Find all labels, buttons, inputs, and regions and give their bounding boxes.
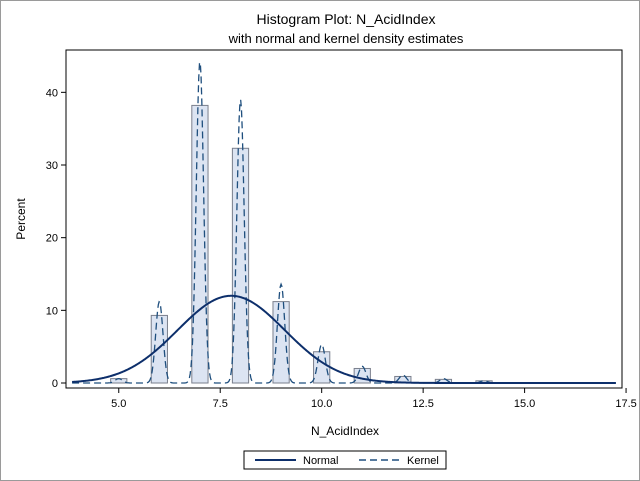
histogram-bar-5 xyxy=(313,351,331,384)
y-tick-label-2: 20 xyxy=(46,233,58,245)
axes-group: 5.0 7.5 10.0 12.5 15.0 17.5 0 10 20 30 40 xyxy=(46,87,637,410)
normal-density-line xyxy=(72,294,616,384)
y-tick-label-3: 30 xyxy=(46,160,58,172)
chart-title: Histogram Plot: N_AcidIndex xyxy=(257,11,436,27)
histogram-bar-3 xyxy=(231,147,250,384)
x-tick-label-4: 15.0 xyxy=(514,398,535,410)
histogram-bar-6 xyxy=(353,367,371,384)
histogram-bar-1 xyxy=(150,314,168,384)
y-tick-label-4: 40 xyxy=(46,87,58,99)
x-axis-label: N_AcidIndex xyxy=(311,424,379,438)
chart-subtitle: with normal and kernel density estimates xyxy=(228,31,464,46)
y-axis-label: Percent xyxy=(14,198,28,240)
x-tick-label-5: 17.5 xyxy=(615,398,636,410)
legend-box xyxy=(243,450,447,470)
x-tick-label-0: 5.0 xyxy=(111,398,126,410)
plot-area xyxy=(65,49,623,389)
legend-normal-label: Normal xyxy=(303,455,338,467)
x-tick-label-1: 7.5 xyxy=(213,398,228,410)
histogram-bar-4 xyxy=(272,301,290,384)
histogram-bar-2 xyxy=(191,104,209,384)
x-tick-label-3: 12.5 xyxy=(412,398,433,410)
y-tick-label-0: 0 xyxy=(52,378,58,390)
legend-kernel-label: Kernel xyxy=(407,455,439,467)
density-curves-group xyxy=(72,61,616,384)
legend: Normal Kernel xyxy=(243,450,447,470)
x-tick-label-2: 10.0 xyxy=(311,398,332,410)
y-tick-label-1: 10 xyxy=(46,305,58,317)
